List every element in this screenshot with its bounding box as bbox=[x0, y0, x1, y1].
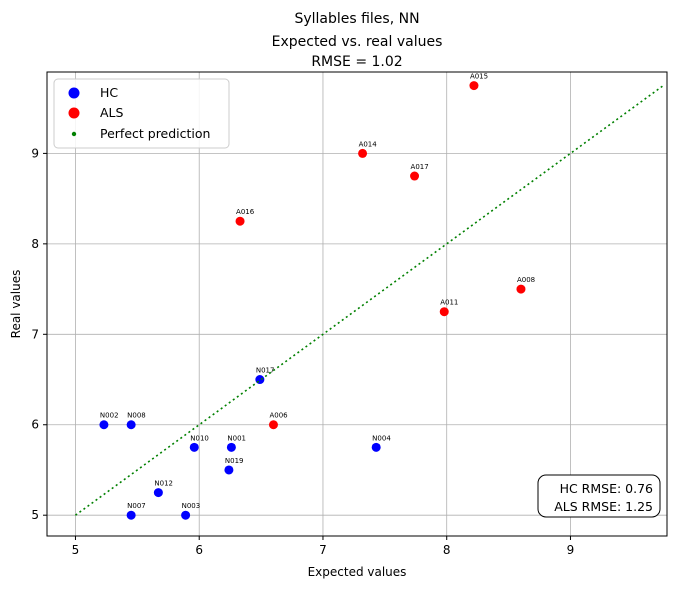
y-axis-label: Real values bbox=[9, 270, 23, 339]
als-point bbox=[358, 148, 368, 158]
perfect-prediction-line bbox=[74, 84, 664, 516]
hc-point bbox=[255, 375, 265, 385]
hc-point-label: N004 bbox=[372, 434, 391, 442]
hc-point-label: N012 bbox=[154, 480, 173, 488]
x-tick-label: 7 bbox=[319, 543, 327, 557]
hc-point bbox=[224, 465, 234, 475]
als-point-label: A008 bbox=[517, 276, 535, 284]
legend-box bbox=[53, 78, 230, 149]
x-axis-label: Expected values bbox=[308, 565, 407, 579]
rmse-als-text: ALS RMSE: 1.25 bbox=[554, 499, 653, 514]
als-point-label: A014 bbox=[359, 140, 378, 148]
als-point bbox=[469, 81, 479, 91]
hc-point bbox=[181, 510, 191, 520]
hc-point bbox=[371, 442, 381, 452]
legend: HC ALS Perfect prediction bbox=[53, 78, 230, 149]
hc-point bbox=[153, 488, 163, 498]
als-point-label: A006 bbox=[269, 412, 288, 420]
grid-lines bbox=[47, 72, 667, 536]
als-point-label: A011 bbox=[440, 299, 458, 307]
y-tick-label: 9 bbox=[31, 146, 39, 160]
rmse-hc-text: HC RMSE: 0.76 bbox=[560, 481, 653, 496]
legend-label-als: ALS bbox=[100, 105, 124, 120]
hc-point bbox=[99, 420, 109, 430]
hc-point-label: N019 bbox=[225, 457, 244, 465]
hc-point-label: N010 bbox=[190, 434, 209, 442]
y-tick-label: 5 bbox=[31, 508, 39, 522]
x-tick-label: 6 bbox=[195, 543, 203, 557]
axis-ticks: 5 6 7 8 9 5 6 7 8 9 bbox=[31, 146, 574, 557]
als-point-label: A015 bbox=[470, 73, 488, 81]
chart-title-line-3: RMSE = 1.02 bbox=[311, 54, 402, 70]
hc-point bbox=[126, 420, 136, 430]
legend-label-perfect: Perfect prediction bbox=[100, 126, 210, 141]
y-tick-label: 7 bbox=[31, 327, 39, 341]
y-tick-label: 6 bbox=[31, 418, 39, 432]
hc-point-label: N007 bbox=[127, 502, 146, 510]
rmse-box-frame bbox=[537, 474, 661, 518]
plot-frame bbox=[46, 71, 668, 537]
y-tick-label: 8 bbox=[31, 237, 39, 251]
chart-title-line-2: Expected vs. real values bbox=[272, 34, 443, 50]
als-point bbox=[410, 171, 420, 181]
als-point bbox=[268, 420, 278, 430]
hc-point-label: N003 bbox=[182, 502, 201, 510]
legend-marker-hc bbox=[68, 87, 80, 99]
hc-point bbox=[189, 442, 199, 452]
plot-area: N002 N008 N010 N001 N019 N017 N012 N007 N003 N004… bbox=[74, 73, 664, 520]
als-point bbox=[439, 307, 449, 317]
hc-point-label: N017 bbox=[256, 367, 275, 375]
als-point bbox=[516, 284, 526, 294]
als-point bbox=[235, 216, 245, 226]
hc-point-label: N008 bbox=[127, 412, 146, 420]
hc-point bbox=[226, 442, 236, 452]
chart-title-line-1: Syllables files, NN bbox=[294, 11, 419, 27]
hc-point-label: N001 bbox=[227, 434, 246, 442]
rmse-box: HC RMSE: 0.76 ALS RMSE: 1.25 bbox=[537, 474, 661, 518]
als-point-label: A017 bbox=[411, 163, 429, 171]
legend-label-hc: HC bbox=[100, 85, 118, 100]
x-tick-label: 9 bbox=[567, 543, 575, 557]
x-tick-label: 5 bbox=[72, 543, 80, 557]
legend-marker-perfect bbox=[71, 131, 77, 137]
legend-marker-als bbox=[68, 107, 80, 119]
als-point-label: A016 bbox=[236, 208, 255, 216]
hc-point bbox=[126, 510, 136, 520]
x-tick-label: 8 bbox=[443, 543, 451, 557]
hc-point-label: N002 bbox=[100, 412, 119, 420]
